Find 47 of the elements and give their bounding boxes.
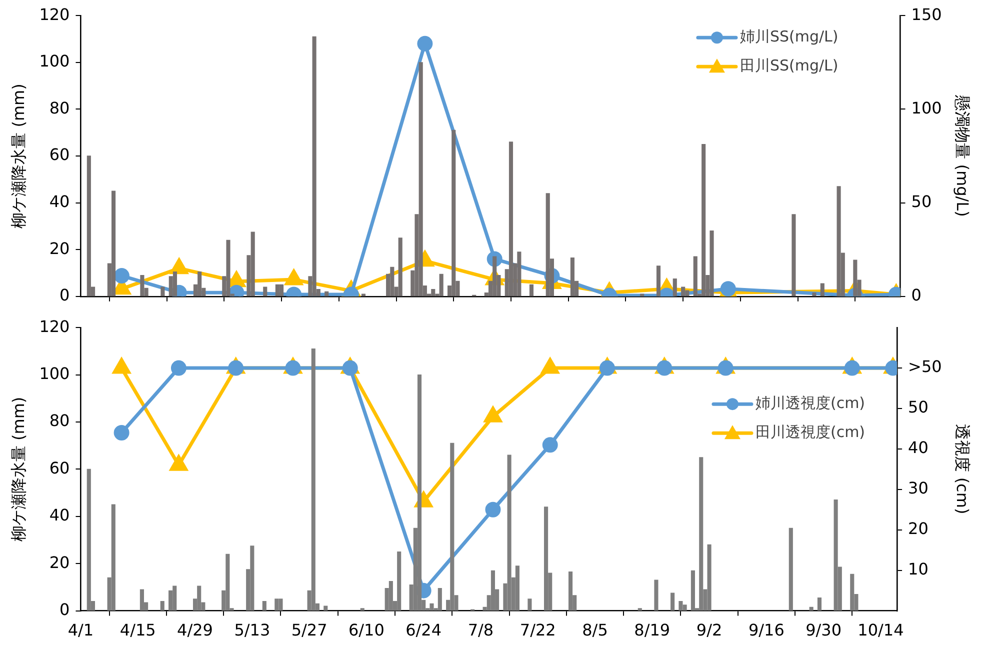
legend-label: 姉川SS(mg/L) [740, 27, 838, 46]
y2-axis-title: 透視度 (cm) [953, 424, 972, 514]
legend-label: 姉川透視度(cm) [755, 394, 866, 412]
y2-tick-label: >50 [908, 357, 942, 376]
y-tick-label: 60 [49, 145, 70, 164]
y-axis-title: 柳ケ瀬降水量 (mm) [8, 84, 28, 228]
y-tick-label: 0 [60, 286, 70, 305]
y2-tick-label: 50 [911, 192, 932, 211]
y-tick-label: 20 [49, 238, 70, 258]
x-tick-label: 6/24 [406, 620, 442, 640]
legend-label: 田川透視度(cm) [755, 422, 866, 441]
y-tick-label: 40 [49, 192, 70, 211]
y2-tick-label: 150 [911, 4, 942, 24]
y-tick-label: 100 [39, 364, 70, 383]
y2-tick-label: 20 [908, 519, 928, 538]
y2-tick-label: 10 [908, 560, 928, 578]
x-tick-label: 9/16 [748, 620, 784, 640]
x-tick-label: 8/19 [634, 620, 670, 640]
y-tick-label: 80 [49, 411, 70, 430]
x-tick-label: 10/14 [858, 620, 904, 640]
y-tick-label: 20 [49, 552, 70, 572]
x-tick-label: 4/29 [177, 620, 213, 640]
y-axis-title: 柳ケ瀬降水量 (mm) [8, 396, 28, 542]
y2-tick-label: 50 [908, 398, 928, 417]
x-tick-label: 9/30 [806, 620, 842, 640]
y2-tick-label: 30 [908, 478, 928, 498]
legend-label: 田川SS(mg/L) [740, 56, 838, 74]
y-tick-label: 40 [49, 506, 70, 525]
x-tick-label: 9/2 [696, 620, 722, 640]
y2-tick-label: 40 [908, 438, 928, 458]
x-tick-label: 7/22 [520, 620, 556, 640]
y2-tick-label: 100 [911, 98, 942, 118]
x-tick-label: 8/5 [582, 620, 608, 640]
x-tick-label: 7/8 [468, 620, 494, 640]
y2-tick-label: 0 [911, 286, 922, 305]
x-tick-label: 4/1 [68, 620, 94, 640]
x-tick-label: 6/10 [348, 620, 384, 640]
y-tick-label: 80 [49, 98, 70, 118]
x-tick-label: 5/13 [234, 620, 270, 640]
x-tick-label: 4/15 [120, 620, 156, 640]
y-tick-label: 120 [39, 4, 70, 24]
y-tick-label: 60 [49, 458, 70, 478]
y2-axis-title: 懸濁物量 (mg/L) [953, 94, 972, 217]
y-tick-label: 100 [39, 52, 70, 71]
x-tick-label: 5/27 [291, 620, 328, 640]
y-tick-label: 0 [60, 600, 70, 619]
y-tick-label: 120 [39, 316, 70, 336]
